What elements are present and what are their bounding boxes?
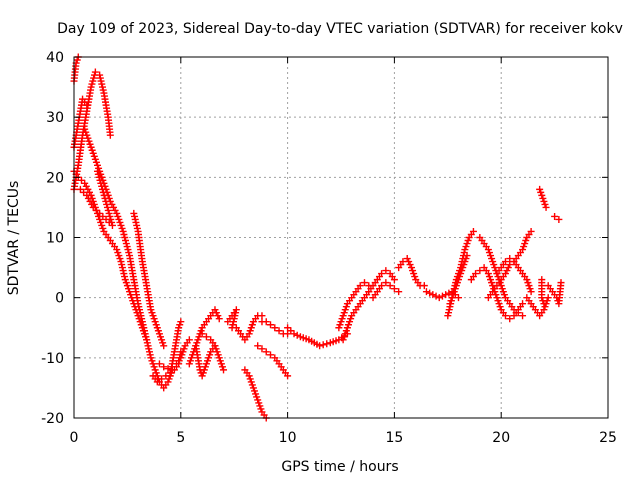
x-tick-label-0: 0 (70, 430, 79, 446)
point-9-0 (155, 360, 163, 368)
point-16-1 (258, 345, 266, 353)
point-32-3 (542, 203, 550, 211)
point-18-4-2 (323, 340, 331, 348)
point-24-2 (435, 294, 443, 302)
point-27-9 (506, 315, 514, 323)
y-tick-label-6: 40 (46, 50, 64, 66)
point-21-3 (378, 270, 386, 278)
y-tick-label-0: -20 (41, 411, 64, 427)
point-22-6 (395, 288, 403, 296)
point-12-0 (198, 330, 206, 338)
point-27-1 (472, 270, 480, 278)
point-33-1 (555, 215, 563, 223)
point-24-1-1 (432, 292, 440, 300)
point-29-5 (506, 261, 514, 269)
point-22-5 (390, 285, 398, 293)
x-tick-label-5: 25 (599, 430, 617, 446)
axis-ticks (73, 56, 609, 419)
point-21-4 (382, 267, 390, 275)
point-0-9 (106, 131, 114, 139)
point-16-3 (267, 351, 275, 359)
y-tick-label-4: 20 (46, 170, 64, 186)
point-18-1 (290, 330, 298, 338)
point-4-16 (143, 336, 151, 344)
point-16-0 (254, 342, 262, 350)
point-24-0-1 (426, 289, 434, 297)
point-9-1 (160, 363, 168, 371)
point-26-4 (463, 252, 471, 260)
point-21-6 (390, 276, 398, 284)
x-axis-label: GPS time / hours (281, 459, 398, 475)
point-17-1 (262, 318, 270, 326)
point-30-2 (501, 258, 509, 266)
point-29-10 (527, 227, 535, 235)
point-22-2 (378, 282, 386, 290)
point-34-4 (557, 279, 565, 287)
point-12-1 (202, 333, 210, 341)
point-24-2-1 (438, 292, 446, 300)
point-30-3 (506, 255, 514, 263)
y-tick-label-3: 10 (46, 231, 64, 247)
point-2-3 (83, 101, 91, 109)
point-28-8 (510, 306, 518, 314)
point-17-2 (267, 321, 275, 329)
x-tick-label-1: 5 (176, 430, 185, 446)
point-5-7 (98, 173, 106, 181)
x-tick-label-4: 20 (492, 430, 510, 446)
x-tick-labels: 0 5 10 15 20 25 (70, 430, 617, 446)
point-9-2 (164, 365, 172, 373)
point-28-9 (514, 309, 522, 317)
point-30-8 (527, 288, 535, 296)
point-16-7 (284, 372, 292, 380)
point-23-6 (420, 282, 428, 290)
point-17-4 (275, 327, 283, 335)
y-tick-label-5: 30 (46, 110, 64, 126)
y-tick-label-1: -10 (41, 351, 64, 367)
point-24-3-1 (445, 289, 453, 297)
point-22-4 (386, 282, 394, 290)
point-24-3 (442, 291, 450, 299)
point-24-5 (454, 294, 462, 302)
x-tick-label-2: 10 (279, 430, 297, 446)
point-14-6 (258, 312, 266, 320)
point-7-2 (158, 375, 166, 383)
point-16-2 (262, 348, 270, 356)
point-24-0 (422, 288, 430, 296)
point-27-2 (476, 267, 484, 275)
point-35-2 (540, 300, 548, 308)
point-18-4 (316, 342, 324, 350)
y-tick-label-2: 0 (55, 291, 64, 307)
point-8-5 (177, 318, 185, 326)
point-27-8 (501, 312, 509, 320)
point-22-3 (382, 279, 390, 287)
point-0-5 (91, 68, 99, 76)
point-6-7 (160, 342, 168, 350)
point-18-4-1 (319, 341, 327, 349)
y-tick-labels: -20 -10 0 10 20 30 40 (41, 50, 64, 427)
point-33-0 (551, 212, 559, 220)
point-17-3 (271, 324, 279, 332)
point-12-5 (220, 366, 228, 374)
grid (74, 57, 608, 418)
data-points (70, 53, 565, 422)
point-25-6 (469, 227, 477, 235)
point-31-5 (544, 294, 552, 302)
x-tick-label-3: 15 (385, 430, 403, 446)
chart-title: Day 109 of 2023, Sidereal Day-to-day VTE… (57, 21, 623, 37)
point-28-10 (519, 312, 527, 320)
point-27-12 (519, 300, 527, 308)
point-7-1 (153, 378, 161, 386)
y-axis-label: SDTVAR / TECUs (6, 181, 22, 296)
point-10-7 (215, 315, 223, 323)
point-19-6 (360, 279, 368, 287)
point-9-7 (185, 336, 193, 344)
point-9-3 (168, 363, 176, 371)
point-19-5 (356, 282, 364, 290)
point-18-1-1 (293, 331, 301, 339)
point-24-1 (429, 291, 437, 299)
